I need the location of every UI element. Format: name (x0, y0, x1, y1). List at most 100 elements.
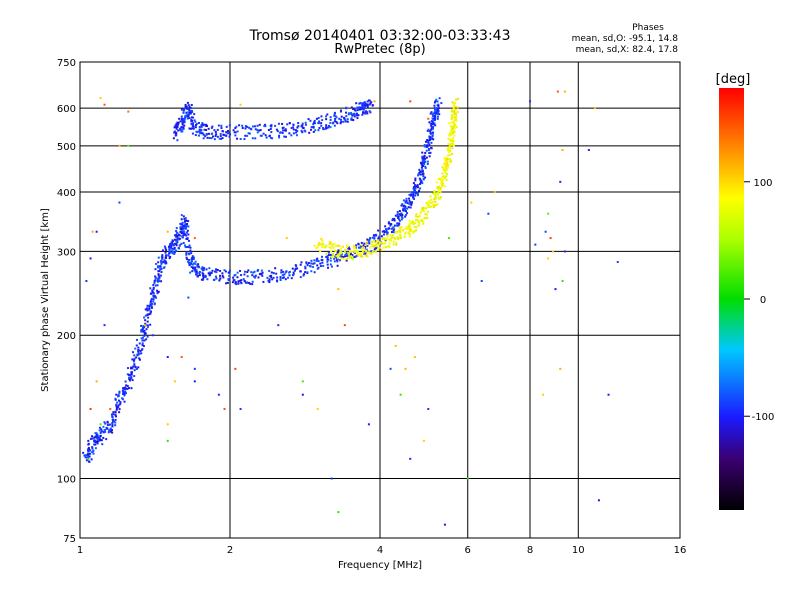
trace-point (409, 206, 412, 209)
trace-point (164, 247, 167, 250)
trace-point (173, 251, 176, 254)
trace-point (445, 168, 448, 171)
trace-point (318, 243, 321, 246)
trace-point (426, 139, 429, 142)
trace-point (222, 133, 225, 136)
trace-point (130, 376, 133, 379)
trace-point (215, 133, 218, 136)
trace-point (360, 102, 363, 105)
trace-point (272, 272, 275, 275)
trace-point (184, 105, 187, 108)
noise-point (285, 237, 288, 240)
trace-point (436, 181, 439, 184)
trace-point (314, 129, 317, 132)
trace-point (414, 177, 417, 180)
trace-point (412, 187, 415, 190)
trace-point (368, 103, 371, 106)
trace-point (202, 137, 205, 140)
trace-point (390, 231, 393, 234)
trace-point (361, 113, 364, 116)
trace-point (173, 131, 176, 134)
noise-point (89, 257, 92, 260)
trace-point (164, 251, 167, 254)
trace-point (434, 200, 437, 203)
trace-point (87, 452, 90, 455)
trace-point (446, 158, 449, 161)
trace-point (335, 120, 338, 123)
noise-point (399, 393, 402, 396)
trace-point (354, 247, 357, 250)
trace-point (251, 125, 254, 128)
trace-point (363, 101, 366, 104)
trace-point (182, 225, 185, 228)
trace-point (435, 98, 438, 101)
trace-point (151, 306, 154, 309)
trace-point (387, 245, 390, 248)
y-tick-label: 200 (57, 331, 76, 342)
trace-point (330, 256, 333, 259)
noise-point (597, 499, 600, 502)
trace-point (350, 250, 353, 253)
trace-point (398, 210, 401, 213)
trace-point (329, 253, 332, 256)
trace-point (447, 154, 450, 157)
trace-point (422, 157, 425, 160)
trace-point (184, 219, 187, 222)
trace-point (432, 203, 435, 206)
trace-point (451, 101, 454, 104)
trace-point (420, 209, 423, 212)
trace-point (160, 262, 163, 265)
trace-point (271, 278, 274, 281)
trace-point (268, 278, 271, 281)
trace-point (453, 119, 456, 122)
trace-point (423, 145, 426, 148)
trace-point (430, 111, 433, 114)
trace-point (183, 230, 186, 233)
trace-point (310, 259, 313, 262)
trace-point (104, 429, 107, 432)
trace-point (100, 439, 103, 442)
trace-point (99, 431, 102, 434)
trace-point (370, 252, 373, 255)
trace-point (450, 138, 453, 141)
trace-point (401, 217, 404, 220)
trace-point (364, 252, 367, 255)
trace-point (133, 369, 136, 372)
trace-point (126, 367, 129, 370)
trace-point (312, 265, 315, 268)
trace-point (373, 235, 376, 238)
trace-point (181, 230, 184, 233)
trace-point (241, 124, 244, 127)
trace-point (453, 124, 456, 127)
trace-point (207, 127, 210, 130)
trace-point (457, 97, 460, 100)
trace-point (390, 227, 393, 230)
trace-point (170, 250, 173, 253)
trace-point (172, 243, 175, 246)
trace-point (357, 243, 360, 246)
trace-point (191, 270, 194, 273)
trace-point (312, 262, 315, 265)
trace-point (210, 132, 213, 135)
trace-point (364, 111, 367, 114)
trace-point (183, 244, 186, 247)
trace-point (178, 234, 181, 237)
trace-point (281, 277, 284, 280)
trace-point (410, 201, 413, 204)
trace-point (315, 259, 318, 262)
trace-point (193, 262, 196, 265)
noise-point (607, 393, 610, 396)
trace-point (175, 132, 178, 135)
trace-point (405, 197, 408, 200)
trace-point (428, 129, 431, 132)
trace-point (130, 373, 133, 376)
trace-point (194, 269, 197, 272)
trace-point (296, 267, 299, 270)
trace-point (186, 229, 189, 232)
trace-point (132, 351, 135, 354)
y-tick-label: 500 (57, 142, 76, 153)
trace-point (323, 246, 326, 249)
trace-point (206, 125, 209, 128)
trace-point (368, 242, 371, 245)
trace-point (284, 129, 287, 132)
